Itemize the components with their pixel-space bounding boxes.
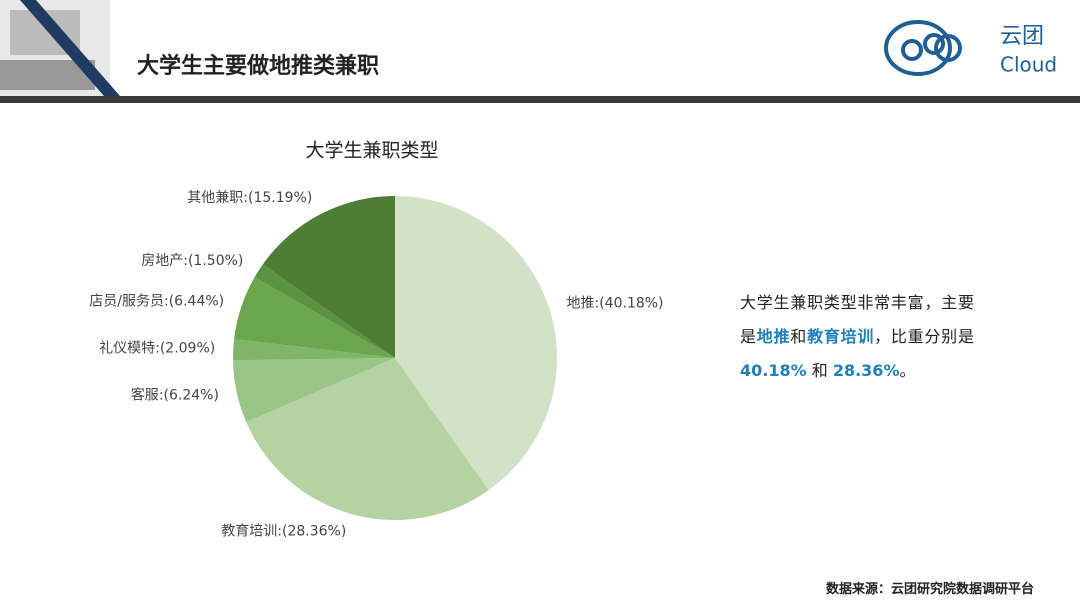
slice-value: :(1.50%) — [183, 253, 243, 269]
slice-category: 地推 — [567, 295, 595, 311]
logo-en: Cloud — [1000, 53, 1057, 77]
slice-label: 地推:(40.18%) — [567, 295, 664, 311]
slice-label: 房地产:(1.50%) — [141, 253, 243, 269]
summary-text: 大学生兼职类型非常丰富，主要是 — [740, 293, 974, 346]
slice-value: :(2.09%) — [155, 341, 215, 357]
summary-text: 和 — [790, 327, 808, 346]
summary: 大学生兼职类型非常丰富，主要是地推和教育培训，比重分别是 40.18% 和 28… — [740, 286, 974, 388]
slice-category: 房地产 — [141, 253, 183, 269]
slice-category: 客服 — [131, 386, 159, 403]
slice-category: 礼仪模特 — [99, 341, 155, 357]
slice-label: 教育培训:(28.36%) — [221, 523, 346, 539]
slice-category: 教育培训 — [221, 523, 277, 539]
summary-text: 。 — [899, 361, 916, 380]
slice-value: :(6.44%) — [164, 293, 224, 309]
slice-label: 其他兼职:(15.19%) — [187, 190, 312, 206]
header-bar — [0, 96, 1080, 103]
pie-slice — [246, 358, 489, 520]
stripe — [20, 0, 120, 96]
summary-text: 40.18% — [740, 361, 807, 380]
slice-label: 客服:(6.24%) — [131, 386, 219, 403]
slice-label: 礼仪模特:(2.09%) — [99, 341, 215, 357]
logo-cn: 云团 — [1000, 24, 1044, 49]
slice-value: :(28.36%) — [277, 523, 346, 539]
chart-title: 大学生兼职类型 — [305, 140, 438, 162]
slice-label: 店员/服务员:(6.44%) — [89, 293, 224, 309]
source: 数据来源：云团研究院数据调研平台 — [825, 582, 1034, 597]
summary-text: 和 — [806, 361, 833, 380]
slice-category: 其他兼职 — [187, 190, 243, 206]
logo — [884, 20, 962, 76]
slide-title: 大学生主要做地推类兼职 — [137, 53, 379, 79]
pie-slice — [233, 358, 395, 422]
pie-slice — [395, 196, 557, 491]
summary-text: ，比重分别是 — [874, 327, 974, 346]
pie-slice — [234, 277, 395, 358]
slice-value: :(15.19%) — [243, 190, 312, 206]
pie-slice — [233, 339, 395, 361]
summary-text: 地推 — [756, 327, 791, 346]
summary-text: 教育培训 — [807, 327, 875, 346]
pie-slice — [254, 264, 395, 358]
slice-value: :(6.24%) — [159, 387, 219, 403]
summary-text: 28.36% — [832, 361, 900, 380]
slice-category: 店员/服务员 — [89, 293, 164, 309]
pie-slice — [262, 196, 395, 358]
slice-value: :(40.18%) — [595, 295, 664, 311]
